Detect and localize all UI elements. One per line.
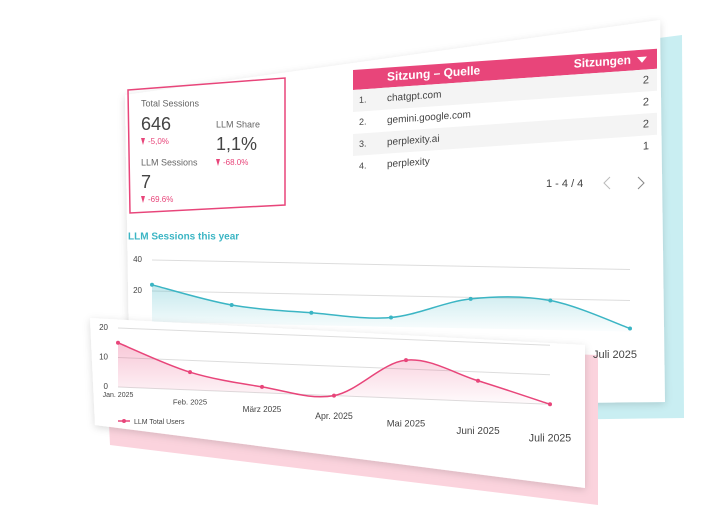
kpi-value: 646	[141, 114, 171, 134]
x-tick-label: Juni 2025	[456, 426, 500, 437]
area	[118, 342, 550, 405]
data-point	[548, 298, 553, 303]
pagination: 1 - 4 / 4	[546, 178, 583, 190]
kpi-change: -68.0%	[223, 158, 248, 167]
row-bg	[353, 112, 657, 156]
data-point	[309, 310, 314, 315]
row-index: 2.	[359, 116, 367, 127]
data-point	[260, 384, 264, 389]
legend-label: LLM Total Users	[134, 419, 185, 426]
y-tick-label: 40	[133, 255, 142, 264]
front-panel	[90, 318, 585, 488]
row-sessions: 2	[643, 74, 649, 86]
y-tick-label: 20	[133, 286, 142, 295]
y-tick-label: 0	[104, 382, 109, 391]
kpi-value: 7	[141, 172, 151, 192]
table-header	[353, 48, 657, 90]
x-tick-label: März 2025	[243, 405, 282, 414]
x-tick-label: Juli 2025	[593, 349, 637, 361]
y-tick-label: 20	[99, 323, 108, 332]
data-point	[188, 370, 192, 375]
down-arrow	[216, 159, 220, 166]
row-bg	[353, 68, 657, 112]
down-arrow	[141, 138, 145, 145]
kpi-label: Total Sessions	[141, 98, 200, 108]
data-point	[476, 378, 480, 383]
row-index: 3.	[359, 138, 367, 149]
chart-title: LLM Sessions this year	[128, 232, 239, 243]
x-tick-label: Jan. 2025	[103, 392, 134, 399]
data-point	[628, 326, 632, 331]
data-point	[332, 393, 336, 398]
legend-swatch	[122, 419, 126, 423]
data-point	[548, 402, 552, 407]
kpi-change: -5,0%	[148, 137, 169, 146]
row-sessions: 2	[643, 96, 649, 108]
kpi-value: 1,1%	[216, 134, 257, 154]
prev-page[interactable]	[603, 176, 611, 190]
down-arrow	[141, 196, 145, 203]
grid-line	[151, 259, 631, 271]
kpi-change: -69.6%	[148, 195, 173, 204]
data-point	[404, 358, 408, 363]
kpi-box	[127, 77, 286, 214]
header-cell: Sitzung – Quelle	[387, 63, 481, 84]
row-index: 1.	[359, 94, 367, 105]
header-cell: Sitzungen	[574, 53, 631, 71]
data-point	[468, 296, 473, 301]
row-source: perplexity	[387, 156, 430, 170]
data-point	[389, 315, 393, 320]
x-tick-label: Juli 2025	[529, 433, 572, 445]
x-tick-label: Feb. 2025	[173, 397, 207, 406]
row-source: perplexity.ai	[387, 134, 440, 149]
kpi-label: LLM Share	[216, 119, 260, 129]
x-tick-label: Mai 2025	[387, 418, 426, 429]
source-table: Sitzung – Quelle Sitzungen 1. chatgpt.com…	[353, 48, 657, 171]
data-point	[150, 282, 154, 287]
grid-line	[117, 357, 551, 376]
y-tick-label: 10	[99, 353, 108, 362]
data-point	[229, 302, 234, 307]
sort-icon[interactable]	[637, 56, 647, 63]
x-tick-label: Apr. 2025	[315, 411, 353, 421]
data-point	[116, 340, 120, 345]
next-page[interactable]	[637, 176, 645, 190]
row-sessions: 1	[643, 140, 649, 152]
row-index: 4.	[359, 160, 367, 171]
area	[152, 284, 630, 332]
row-sessions: 2	[643, 118, 649, 130]
kpi-label: LLM Sessions	[141, 157, 198, 167]
grid-line	[117, 327, 551, 346]
row-source: chatgpt.com	[387, 89, 441, 104]
